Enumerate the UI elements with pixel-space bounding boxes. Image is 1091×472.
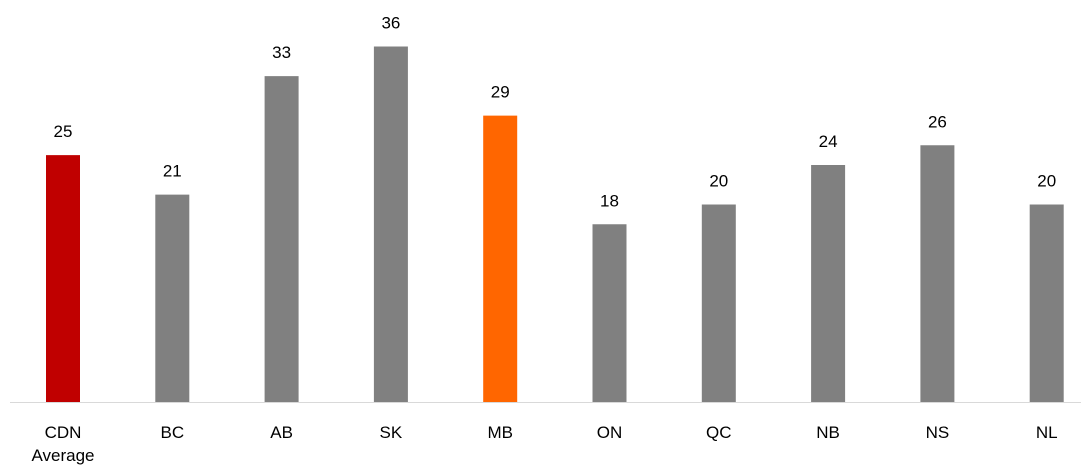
x-tick-label: AB: [270, 423, 293, 442]
bar: [811, 165, 846, 402]
value-label: 26: [928, 112, 947, 131]
x-tick-label: NL: [1035, 423, 1058, 442]
value-label: 18: [600, 191, 619, 210]
value-label: 21: [163, 162, 182, 181]
value-label: 25: [54, 122, 73, 141]
value-label: 36: [381, 14, 400, 33]
x-tick-label: BC: [160, 423, 185, 442]
x-tick-label: SK: [379, 423, 403, 442]
bar: [701, 204, 736, 402]
value-label: 20: [709, 172, 728, 191]
x-tick-label: CDN Average: [31, 423, 95, 465]
bar: [155, 194, 190, 402]
bar: [592, 224, 627, 402]
bar: [920, 145, 955, 402]
x-tick-label: ON: [596, 423, 623, 442]
x-tick-label: NB: [816, 423, 840, 442]
value-label: 33: [272, 43, 291, 62]
x-tick-label: QC: [706, 423, 732, 442]
bar: [1029, 204, 1064, 402]
value-label: 24: [819, 132, 838, 151]
bar: [264, 76, 299, 402]
x-tick-label: NS: [925, 423, 950, 442]
x-tick-label: MB: [487, 423, 513, 442]
bar: [373, 46, 408, 402]
bar: [46, 155, 80, 402]
value-label: 20: [1037, 172, 1056, 191]
bar: [483, 115, 518, 402]
value-label: 29: [491, 83, 510, 102]
